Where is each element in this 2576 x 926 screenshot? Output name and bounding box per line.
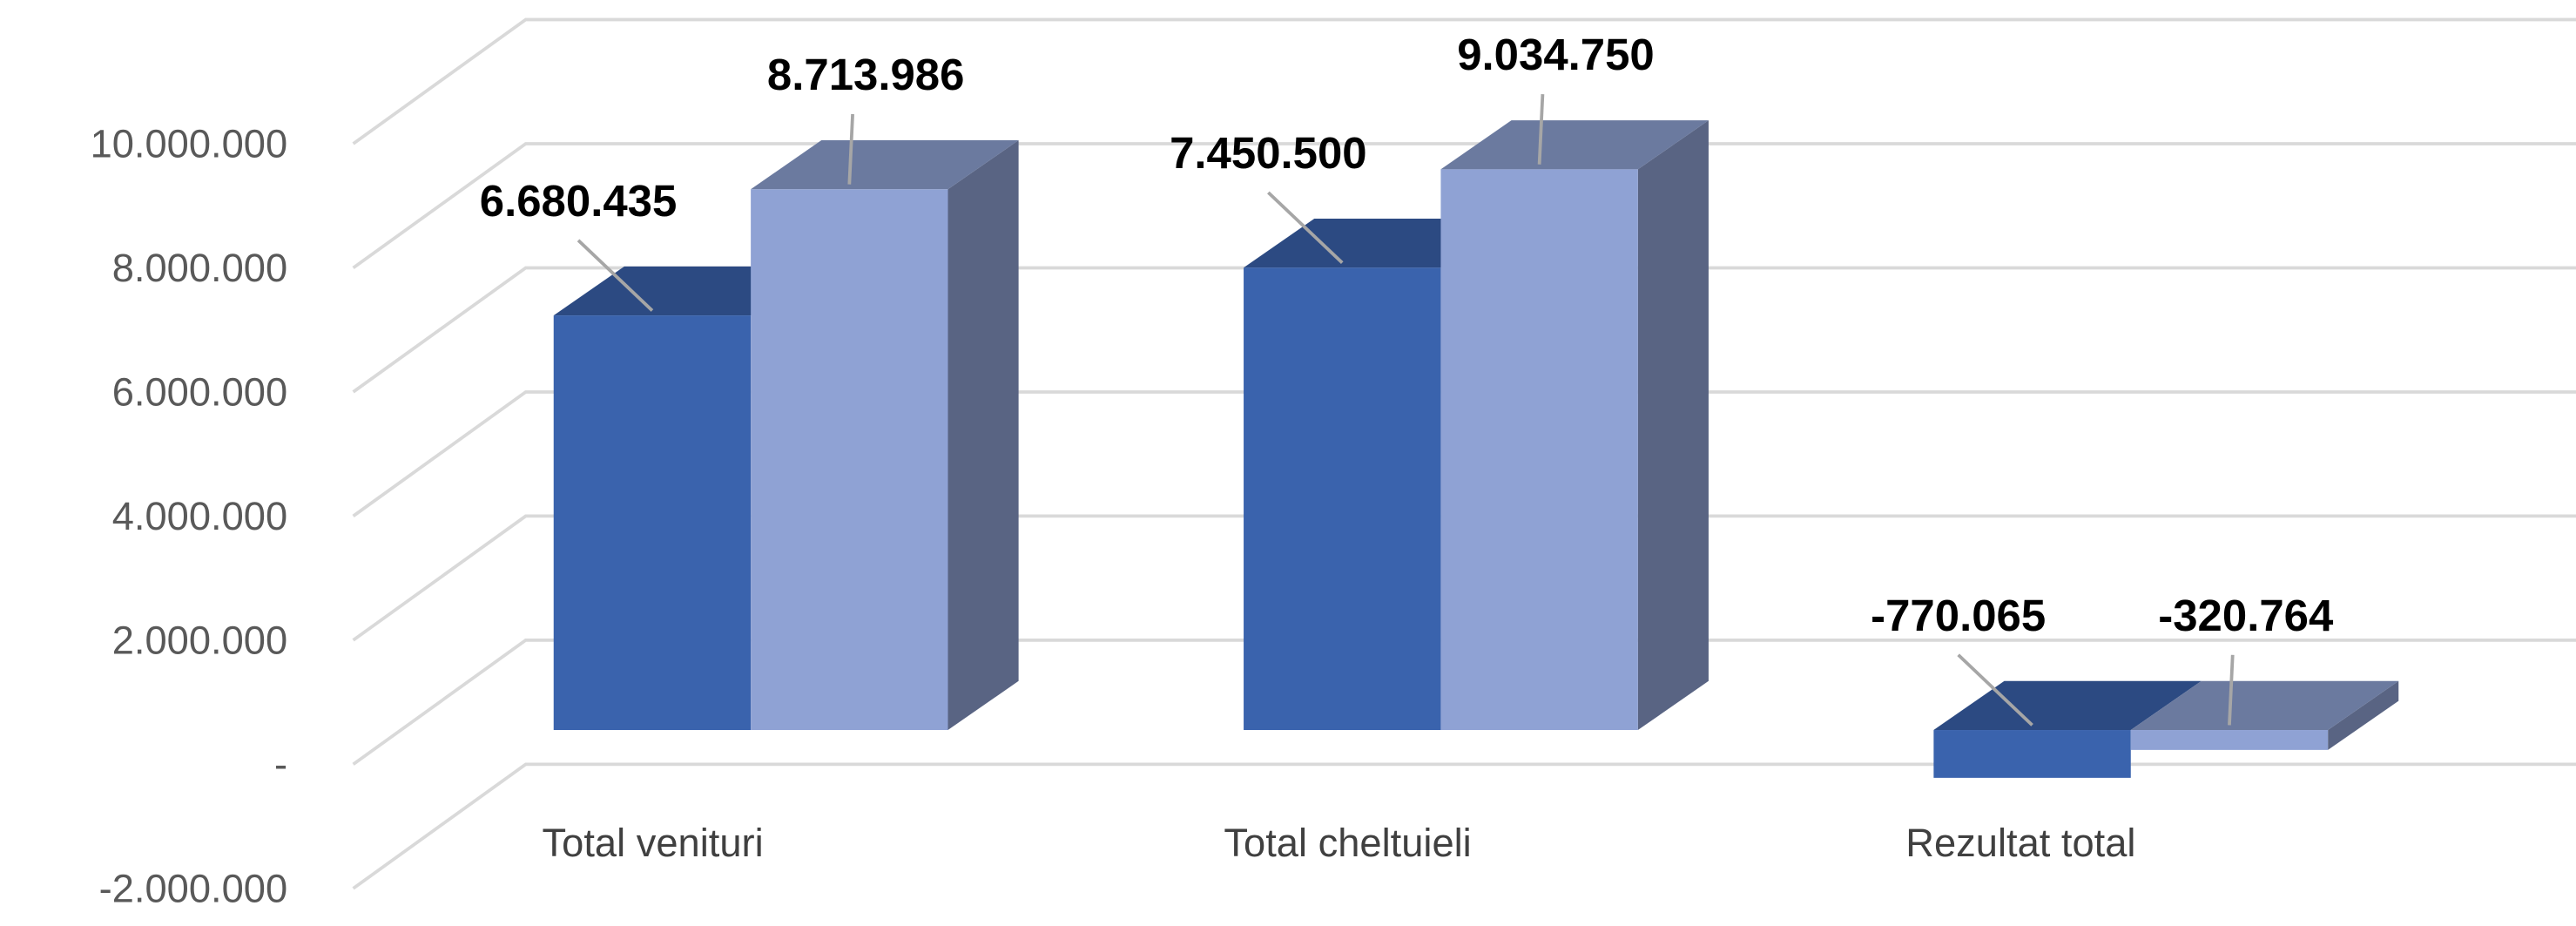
leader-line: [1267, 191, 1344, 264]
grid-line: [352, 639, 2576, 766]
bar: [1440, 169, 1638, 731]
leader-line: [1537, 94, 1545, 165]
y-tick-label: 6.000.000: [112, 370, 287, 415]
y-tick-label: 8.000.000: [112, 246, 287, 290]
bar-side: [1637, 120, 1709, 731]
leader-line: [577, 239, 654, 312]
y-tick-label: -2.000.000: [99, 867, 287, 911]
y-tick-label: 2.000.000: [112, 618, 287, 663]
x-tick-label: Total cheltuieli: [1224, 821, 1471, 865]
bar-top: [751, 139, 1019, 190]
bar: [553, 315, 752, 731]
data-label: 7.450.500: [1170, 128, 1367, 178]
leader-line: [1957, 653, 2033, 727]
data-label: -770.065: [1871, 591, 2046, 640]
grid-line: [352, 142, 2576, 269]
grid-line: [352, 390, 2576, 517]
leader-line: [2228, 654, 2235, 726]
bar: [2130, 730, 2329, 750]
bar: [1244, 267, 1441, 731]
data-label: 9.034.750: [1457, 30, 1655, 79]
grid-line: [352, 514, 2576, 642]
x-tick-label: Rezultat total: [1905, 821, 2135, 865]
grid-line: [352, 762, 2576, 890]
bar-side: [2328, 680, 2399, 750]
leader-line: [847, 113, 854, 185]
y-tick-label: 4.000.000: [112, 494, 287, 538]
grid-line: [352, 266, 2576, 394]
bar-top: [2130, 680, 2399, 731]
bar: [1933, 730, 2131, 778]
data-label: 8.713.986: [767, 50, 965, 99]
data-label: -320.764: [2158, 591, 2333, 640]
x-tick-label: Total venituri: [543, 821, 764, 865]
grid-line: [352, 17, 2576, 145]
y-tick-label: -: [274, 742, 287, 787]
y-tick-label: 10.000.000: [91, 122, 288, 166]
bar-side: [947, 139, 1019, 731]
data-label: 6.680.435: [480, 176, 678, 226]
bar-top: [1440, 120, 1709, 170]
bar: [751, 189, 948, 731]
